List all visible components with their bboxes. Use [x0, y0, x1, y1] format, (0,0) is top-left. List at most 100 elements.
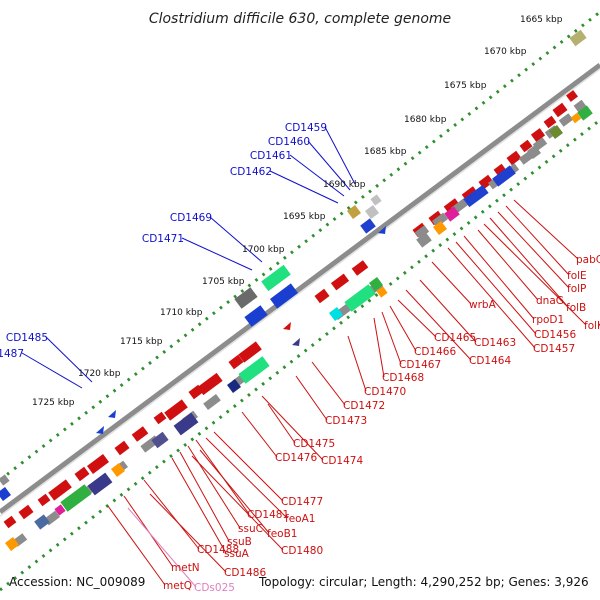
gene-feature[interactable] [344, 284, 376, 312]
gene-feature[interactable] [269, 283, 299, 309]
gene-feature[interactable] [234, 287, 258, 309]
gene-feature[interactable] [569, 29, 587, 47]
gene-feature[interactable] [443, 198, 461, 214]
gene-feature[interactable] [530, 128, 546, 142]
gene-feature[interactable] [552, 102, 568, 118]
gene-feature[interactable] [416, 232, 432, 248]
gene-feature[interactable] [330, 273, 350, 291]
gene-feature[interactable] [369, 277, 383, 291]
gene-feature[interactable] [493, 163, 507, 177]
gene-label-cd1470[interactable]: CD1470 [364, 386, 406, 398]
gene-label-folb[interactable]: folB [566, 302, 586, 314]
gene-feature[interactable] [131, 426, 149, 442]
gene-label-cd1475[interactable]: CD1475 [293, 438, 335, 450]
gene-feature[interactable] [34, 514, 50, 530]
gene-label-cd1477[interactable]: CD1477 [281, 496, 323, 508]
gene-feature-arrow[interactable] [283, 322, 291, 330]
gene-feature[interactable] [164, 399, 188, 421]
gene-label-dnag[interactable]: dnaG [536, 295, 564, 307]
gene-label-rpod1[interactable]: rpoD1 [532, 314, 564, 326]
gene-feature[interactable] [87, 472, 113, 496]
gene-label-cd1465[interactable]: CD1465 [434, 332, 476, 344]
gene-feature[interactable] [238, 356, 270, 384]
gene-feature[interactable] [492, 165, 516, 187]
gene-feature[interactable] [360, 218, 376, 234]
gene-feature[interactable] [347, 205, 361, 219]
gene-feature[interactable] [203, 394, 221, 410]
gene-feature-arrow[interactable] [292, 338, 300, 346]
gene-feature[interactable] [558, 113, 574, 127]
gene-label-ssub[interactable]: ssuB [227, 536, 252, 548]
gene-label-cd1472[interactable]: CD1472 [343, 400, 385, 412]
gene-label-folp[interactable]: folP [567, 283, 586, 295]
gene-feature[interactable] [37, 493, 51, 507]
gene-label-cd1464[interactable]: CD1464 [469, 355, 511, 367]
gene-label-metq[interactable]: metQ [163, 580, 192, 592]
gene-label-cd1469[interactable]: CD1469 [170, 212, 212, 224]
gene-feature[interactable] [111, 463, 125, 477]
gene-feature[interactable] [506, 150, 522, 166]
gene-feature[interactable] [86, 454, 110, 474]
gene-label-wrba[interactable]: wrbA [469, 299, 497, 311]
gene-feature[interactable] [5, 537, 19, 551]
gene-feature[interactable] [414, 225, 430, 239]
gene-feature[interactable] [173, 412, 199, 436]
gene-label-cd1466[interactable]: CD1466 [414, 346, 456, 358]
gene-label-cd1476[interactable]: CD1476 [275, 452, 317, 464]
gene-label-ssua[interactable]: ssuA [224, 548, 250, 560]
gene-feature[interactable] [74, 466, 90, 482]
gene-feature[interactable] [549, 125, 563, 139]
gene-feature[interactable] [444, 206, 460, 222]
gene-feature[interactable] [365, 205, 379, 219]
gene-feature[interactable] [351, 260, 369, 276]
gene-label-cd1473[interactable]: CD1473 [325, 415, 367, 427]
gene-feature[interactable] [543, 115, 557, 129]
gene-feature[interactable] [48, 479, 72, 501]
gene-feature[interactable] [573, 99, 587, 113]
gene-feature[interactable] [114, 440, 130, 456]
gene-feature[interactable] [228, 354, 244, 370]
gene-feature[interactable] [518, 151, 534, 165]
gene-feature[interactable] [197, 372, 223, 396]
gene-feature[interactable] [54, 504, 66, 516]
gene-feature[interactable] [238, 341, 262, 363]
gene-label-pabc[interactable]: pabC [576, 254, 600, 266]
gene-label-cd1460[interactable]: CD1460 [268, 136, 310, 148]
gene-feature[interactable] [227, 379, 241, 393]
gene-feature[interactable] [570, 112, 582, 124]
gene-label-cd1461[interactable]: CD1461 [250, 150, 292, 162]
gene-label-cd1456[interactable]: CD1456 [534, 329, 576, 341]
gene-feature[interactable] [433, 221, 447, 235]
gene-feature[interactable] [153, 411, 167, 425]
gene-label-cd1485[interactable]: CD1485 [6, 332, 48, 344]
gene-feature-arrow[interactable] [378, 226, 386, 234]
gene-label-cd1459[interactable]: CD1459 [285, 122, 327, 134]
gene-feature[interactable] [0, 487, 11, 501]
gene-feature[interactable] [314, 288, 330, 304]
gene-feature[interactable] [188, 384, 204, 400]
gene-feature[interactable] [0, 474, 10, 486]
gene-feature[interactable] [3, 515, 17, 529]
gene-label-cd1462[interactable]: CD1462 [230, 166, 272, 178]
gene-label-cd1468[interactable]: CD1468 [382, 372, 424, 384]
gene-feature[interactable] [60, 484, 92, 512]
gene-label-cd1481[interactable]: CD1481 [247, 509, 289, 521]
gene-label-cd1457[interactable]: CD1457 [533, 343, 575, 355]
gene-label-cd1480[interactable]: CD1480 [281, 545, 323, 557]
gene-feature[interactable] [577, 105, 593, 121]
gene-feature[interactable] [566, 90, 578, 102]
gene-feature[interactable] [261, 264, 291, 292]
gene-label-cds025[interactable]: CDs025 [194, 582, 235, 594]
gene-label-cd1467[interactable]: CD1467 [399, 359, 441, 371]
gene-feature[interactable] [370, 194, 382, 206]
gene-label-folk[interactable]: folK [584, 320, 600, 332]
gene-feature-arrow[interactable] [96, 426, 104, 434]
gene-label-cd1486[interactable]: CD1486 [224, 567, 266, 579]
gene-feature[interactable] [18, 504, 34, 520]
gene-feature[interactable] [527, 145, 541, 159]
gene-feature[interactable] [376, 286, 388, 298]
gene-label-cd1463[interactable]: CD1463 [474, 337, 516, 349]
gene-label-ssuc[interactable]: ssuC [238, 523, 263, 535]
gene-label-fole[interactable]: folE [567, 270, 587, 282]
gene-label-cd1474[interactable]: CD1474 [321, 455, 363, 467]
